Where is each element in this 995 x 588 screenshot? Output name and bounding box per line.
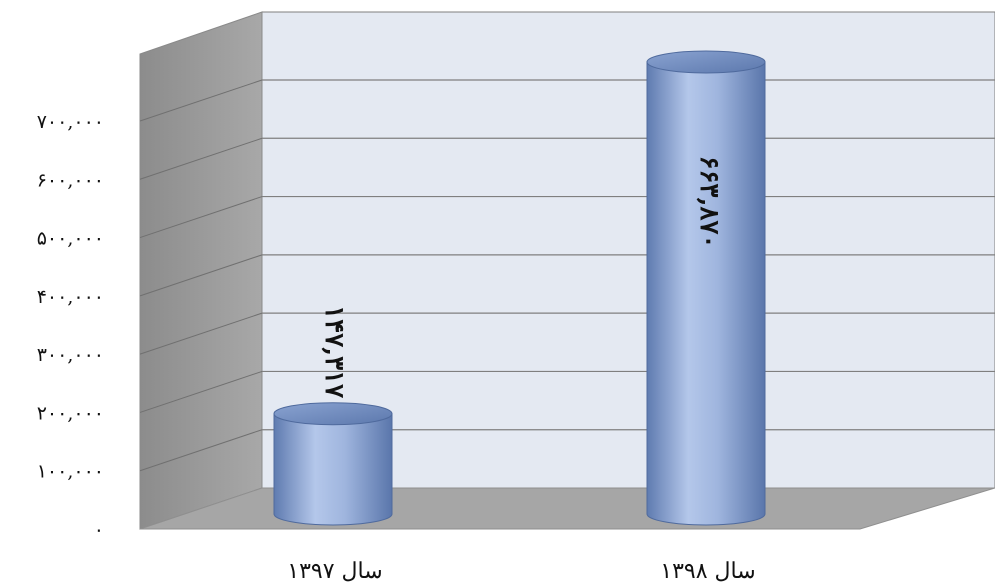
y-tick-label: ۷۰۰,۰۰۰ <box>37 111 104 133</box>
grid-line-side <box>139 429 263 472</box>
y-tick-label: ۵۰۰,۰۰۰ <box>37 228 104 250</box>
side-wall <box>139 11 263 530</box>
y-tick-label: ۳۰۰,۰۰۰ <box>37 344 104 366</box>
y-tick-label: ۱۰۰,۰۰۰ <box>37 461 104 483</box>
cylinder-top <box>646 50 766 74</box>
grid-line-side <box>139 137 263 180</box>
cylinder-body <box>646 61 766 526</box>
y-tick-label: ۲۰۰,۰۰۰ <box>37 402 104 424</box>
grid-line-side <box>139 196 263 239</box>
data-label: ۱۴۷,۳۱۷ <box>319 305 349 398</box>
category-label: سال ۱۳۹۸ <box>660 559 755 584</box>
cylinder-bar: ۱۴۷,۳۱۷ <box>273 305 393 526</box>
cylinder-body <box>273 413 393 526</box>
floor <box>139 487 995 530</box>
grid-line-side <box>139 370 263 413</box>
y-tick-label: ۶۰۰,۰۰۰ <box>37 169 104 191</box>
y-tick-label: ۴۰۰,۰۰۰ <box>37 286 104 308</box>
cylinder-bar: ۶۶۳,۸۷۰ <box>646 50 766 526</box>
category-labels: سال ۱۳۹۷ سال ۱۳۹۸ <box>287 559 755 584</box>
cylinders: ۱۴۷,۳۱۷ ۶۶۳,۸۷۰ <box>273 50 766 526</box>
grid-lines <box>139 79 995 472</box>
grid-line-side <box>139 79 263 122</box>
grid-line-side <box>139 312 263 355</box>
cylinder-top <box>273 402 393 426</box>
y-axis-ticks: ۰ ۱۰۰,۰۰۰ ۲۰۰,۰۰۰ ۳۰۰,۰۰۰ ۴۰۰,۰۰۰ ۵۰۰,۰۰۰ ۶۰۰,… <box>37 111 104 541</box>
y-tick-label: ۰ <box>94 519 104 541</box>
grid-line-side <box>139 254 263 297</box>
category-label: سال ۱۳۹۷ <box>287 559 382 584</box>
data-label: ۶۶۳,۸۷۰ <box>694 156 724 249</box>
